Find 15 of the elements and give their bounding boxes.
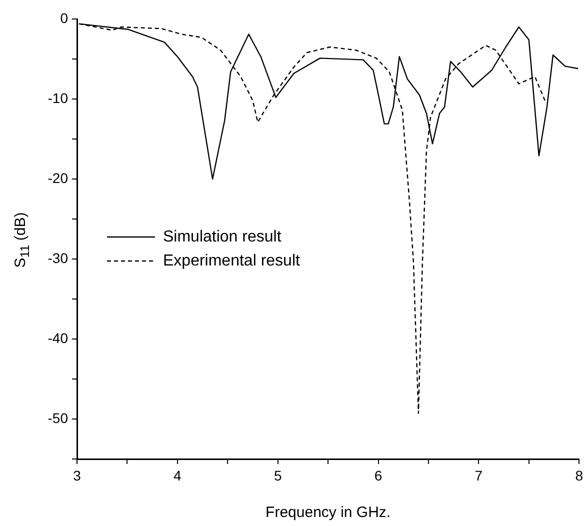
x-axis-title: Frequency in GHz. — [266, 504, 391, 522]
y-tick-label: 0 — [60, 10, 68, 26]
legend-label: Simulation result — [163, 228, 282, 246]
y-tick-label: -40 — [48, 330, 68, 346]
x-tick-label: 8 — [575, 467, 584, 484]
y-tick-label: -20 — [48, 170, 68, 186]
legend-label: Experimental result — [163, 252, 300, 270]
y-tick-label: -30 — [48, 250, 68, 266]
x-tick-label: 5 — [274, 467, 282, 484]
y-tick-label: -50 — [48, 410, 68, 426]
x-tick-label: 3 — [73, 467, 82, 484]
y-tick-label: -10 — [48, 90, 68, 106]
x-tick-label: 7 — [474, 467, 483, 484]
x-tick-label: 4 — [174, 467, 182, 484]
x-tick-label: 6 — [374, 467, 382, 484]
